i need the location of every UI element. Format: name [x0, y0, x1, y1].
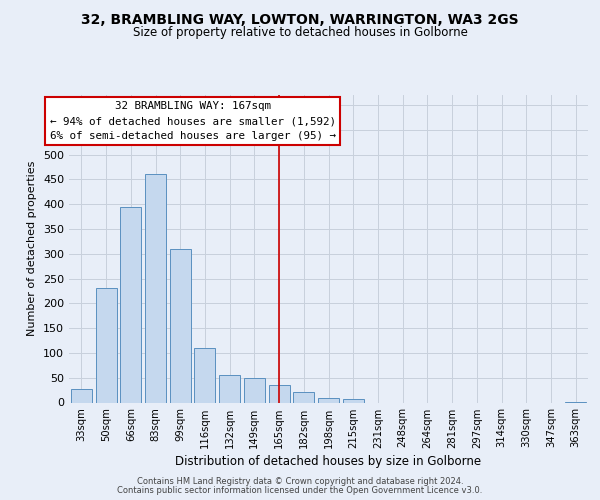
Text: 32 BRAMBLING WAY: 167sqm
← 94% of detached houses are smaller (1,592)
6% of semi: 32 BRAMBLING WAY: 167sqm ← 94% of detach…: [50, 102, 335, 141]
Bar: [293, 392, 314, 402]
Bar: [244, 378, 265, 402]
Bar: [343, 398, 364, 402]
Y-axis label: Number of detached properties: Number of detached properties: [28, 161, 37, 336]
Bar: [120, 206, 141, 402]
Bar: [170, 248, 191, 402]
Bar: [269, 385, 290, 402]
Bar: [145, 174, 166, 402]
Bar: [194, 348, 215, 403]
Bar: [71, 388, 92, 402]
Text: Contains public sector information licensed under the Open Government Licence v3: Contains public sector information licen…: [118, 486, 482, 495]
Text: Contains HM Land Registry data © Crown copyright and database right 2024.: Contains HM Land Registry data © Crown c…: [137, 477, 463, 486]
Text: 32, BRAMBLING WAY, LOWTON, WARRINGTON, WA3 2GS: 32, BRAMBLING WAY, LOWTON, WARRINGTON, W…: [81, 12, 519, 26]
Bar: [95, 288, 116, 403]
Bar: [219, 375, 240, 402]
Text: Size of property relative to detached houses in Golborne: Size of property relative to detached ho…: [133, 26, 467, 39]
Bar: [318, 398, 339, 402]
X-axis label: Distribution of detached houses by size in Golborne: Distribution of detached houses by size …: [175, 454, 482, 468]
